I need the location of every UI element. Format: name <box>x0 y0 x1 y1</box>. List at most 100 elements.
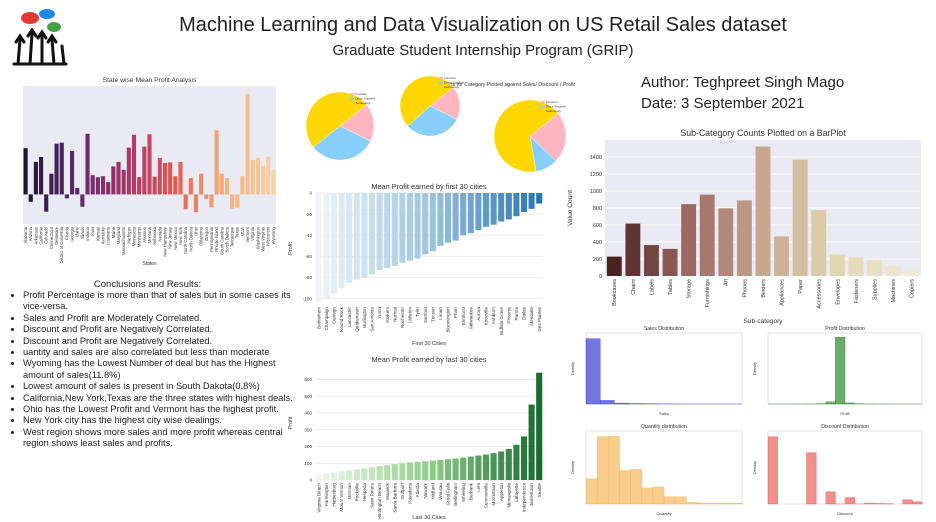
bar <box>644 245 659 276</box>
bar <box>353 193 360 280</box>
x-tick-label: Santa Barbara <box>392 483 397 513</box>
conclusion-item: Ohio has the Lowest Profit and Vermont h… <box>23 404 295 415</box>
bar <box>39 156 44 195</box>
x-tick-label: Quakertown <box>354 307 359 332</box>
hist-bar <box>674 496 687 505</box>
y-axis-label: Density <box>752 362 757 375</box>
chart-title: Discount Distribution <box>821 424 869 430</box>
bar <box>467 193 474 234</box>
bar <box>338 471 345 480</box>
hist-bar <box>873 503 884 505</box>
bar <box>75 188 80 195</box>
y-tick-label: 100 <box>304 461 312 466</box>
conclusions-list: Profit Percentage is more than that of s… <box>8 290 295 450</box>
bar <box>323 473 330 480</box>
y-axis-label: Density <box>570 362 575 375</box>
x-tick-label: Great Falls <box>446 482 451 505</box>
x-tick-label: Tennessee <box>230 226 235 247</box>
x-tick-label: North Carolina <box>183 226 188 254</box>
x-tick-label: Lancaster <box>347 307 352 328</box>
legend-swatch <box>350 97 355 100</box>
x-tick-label: North Dakota <box>188 226 193 251</box>
x-axis-label: Discount <box>837 511 853 516</box>
x-tick-label: Gulfport <box>400 482 405 499</box>
x-tick-label: Morristown <box>491 483 496 506</box>
pie-slice <box>529 113 567 162</box>
x-tick-label: Milwaukee <box>468 307 473 329</box>
bar <box>64 194 69 199</box>
bar <box>214 130 219 195</box>
logo <box>12 9 68 66</box>
x-tick-label: Hattiesburg <box>332 483 337 507</box>
conclusion-item: Discount and Profit are Negatively Corre… <box>23 324 295 335</box>
hist-bar <box>608 436 620 505</box>
x-tick-label: Oregon <box>204 226 209 241</box>
conclusion-item: Sales and Profit are Moderately Correlat… <box>23 313 295 324</box>
x-tick-label: Colorado <box>44 226 49 244</box>
bar <box>490 453 497 480</box>
bar <box>23 148 28 195</box>
x-tick-label: Indiana <box>85 226 90 240</box>
hist-bar <box>730 502 743 505</box>
x-tick-label: Appleton <box>499 483 504 502</box>
conclusion-item: Lowest amount of sales is present in Sou… <box>23 381 295 392</box>
bar <box>346 193 353 283</box>
bar <box>90 175 95 195</box>
x-tick-label: Independence <box>522 483 527 513</box>
bar <box>391 193 398 266</box>
y-axis-label: Density <box>752 461 757 474</box>
bar <box>536 372 543 480</box>
bar <box>152 176 157 195</box>
x-tick-label: Newark <box>423 482 428 498</box>
x-tick-label: Alabama <box>23 226 28 243</box>
x-tick-label: Storage <box>687 279 693 298</box>
x-tick-label: Ashburn <box>491 307 496 325</box>
bar <box>315 474 322 480</box>
hist-bar <box>902 499 913 505</box>
y-tick-label: 600 <box>304 377 312 382</box>
bar <box>444 193 452 243</box>
x-tick-label: Copiers <box>910 279 916 298</box>
chart-title: Quantity distribution <box>641 424 687 430</box>
x-tick-label: West Virginia <box>261 226 266 251</box>
bar <box>59 142 64 195</box>
x-tick-label: Huntington Beach <box>377 483 382 520</box>
bar <box>69 151 75 195</box>
x-tick-label: Des Plaines <box>537 306 542 331</box>
x-tick-label: Pennsylvania <box>209 226 214 252</box>
conclusion-item: Profit Percentage is more than that of s… <box>23 290 295 313</box>
x-tick-label: Dallas <box>522 306 527 319</box>
bar <box>422 193 429 255</box>
x-tick-label: Missouri <box>142 227 147 243</box>
hist-bar <box>697 502 709 505</box>
poster-title: Machine Learning and Data Visualization … <box>179 14 787 36</box>
pie-slice <box>399 76 454 127</box>
legend-swatch <box>350 93 355 96</box>
bar <box>384 193 391 269</box>
x-tick-label: Mississippi <box>137 227 142 247</box>
bar <box>183 194 188 210</box>
bar <box>315 193 322 302</box>
legend-swatch <box>439 86 443 89</box>
bar <box>240 176 245 195</box>
bar <box>699 194 715 276</box>
x-tick-label: Knoxville <box>484 307 489 326</box>
bar <box>131 134 137 195</box>
conclusions-heading: Conclusions and Results: <box>93 279 202 290</box>
x-tick-label: Idaho <box>75 226 80 237</box>
legend-label: Furniture <box>444 76 456 80</box>
hist-bar <box>844 497 855 505</box>
bar <box>323 193 330 299</box>
x-tick-label: Champaign <box>324 307 329 331</box>
x-tick-label: New Hampshire <box>162 226 167 256</box>
x-tick-label: Rochester <box>400 307 405 328</box>
bar <box>266 156 271 195</box>
y-tick-label: -40 <box>305 233 312 238</box>
bar <box>204 194 209 199</box>
hist-bar <box>614 402 629 405</box>
bar <box>173 176 178 195</box>
x-axis-label: Sales <box>659 411 669 416</box>
bar <box>867 259 882 276</box>
x-tick-label: Ohio <box>193 226 198 236</box>
